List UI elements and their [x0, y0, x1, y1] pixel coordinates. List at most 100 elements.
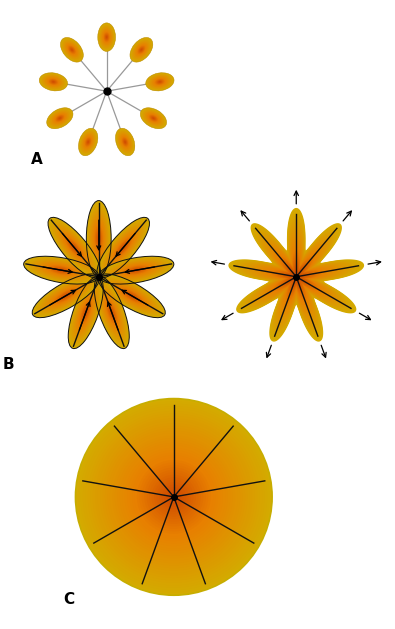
Ellipse shape	[124, 141, 126, 143]
Ellipse shape	[94, 277, 129, 348]
Ellipse shape	[156, 79, 164, 84]
Ellipse shape	[71, 243, 78, 252]
Ellipse shape	[98, 237, 99, 240]
Ellipse shape	[52, 112, 68, 125]
Ellipse shape	[101, 276, 162, 316]
Ellipse shape	[131, 39, 152, 61]
Ellipse shape	[42, 75, 65, 89]
Ellipse shape	[126, 292, 138, 300]
Ellipse shape	[56, 115, 64, 121]
Ellipse shape	[69, 278, 102, 347]
Ellipse shape	[87, 141, 89, 143]
Ellipse shape	[111, 234, 135, 261]
Ellipse shape	[64, 235, 85, 260]
Ellipse shape	[98, 24, 115, 51]
Ellipse shape	[83, 308, 88, 318]
Ellipse shape	[79, 129, 97, 155]
Ellipse shape	[46, 77, 61, 87]
Ellipse shape	[91, 214, 107, 263]
Ellipse shape	[171, 494, 176, 499]
Ellipse shape	[150, 116, 157, 121]
Ellipse shape	[44, 264, 78, 277]
Ellipse shape	[109, 306, 115, 319]
Ellipse shape	[130, 295, 133, 297]
Ellipse shape	[107, 228, 140, 267]
Ellipse shape	[60, 38, 83, 62]
Ellipse shape	[111, 311, 113, 314]
Ellipse shape	[119, 134, 131, 150]
Ellipse shape	[132, 40, 151, 60]
Ellipse shape	[128, 267, 145, 274]
Ellipse shape	[66, 43, 77, 56]
Ellipse shape	[150, 75, 170, 88]
Ellipse shape	[154, 78, 166, 86]
Ellipse shape	[125, 448, 223, 546]
Ellipse shape	[50, 110, 70, 126]
Ellipse shape	[72, 245, 77, 250]
Ellipse shape	[162, 484, 186, 509]
Ellipse shape	[95, 228, 102, 249]
Ellipse shape	[105, 227, 141, 268]
Ellipse shape	[83, 306, 89, 319]
Ellipse shape	[41, 74, 66, 89]
Polygon shape	[231, 211, 361, 339]
Ellipse shape	[53, 267, 70, 274]
Ellipse shape	[92, 220, 105, 258]
Ellipse shape	[110, 233, 136, 263]
Ellipse shape	[62, 40, 82, 60]
Ellipse shape	[88, 411, 260, 583]
Ellipse shape	[53, 223, 96, 272]
Ellipse shape	[70, 47, 74, 52]
Ellipse shape	[137, 45, 145, 54]
Ellipse shape	[117, 440, 230, 554]
Polygon shape	[262, 242, 331, 309]
Ellipse shape	[149, 472, 198, 521]
Ellipse shape	[76, 293, 95, 332]
Ellipse shape	[100, 288, 124, 337]
Ellipse shape	[99, 256, 174, 284]
Ellipse shape	[47, 78, 60, 86]
Ellipse shape	[60, 231, 88, 264]
Polygon shape	[237, 216, 356, 333]
Ellipse shape	[102, 30, 111, 44]
Ellipse shape	[56, 268, 66, 272]
Ellipse shape	[71, 283, 100, 342]
Ellipse shape	[55, 289, 77, 303]
Ellipse shape	[132, 455, 216, 538]
Ellipse shape	[112, 261, 160, 279]
Ellipse shape	[152, 116, 155, 120]
Ellipse shape	[79, 130, 97, 154]
Ellipse shape	[83, 406, 265, 588]
Ellipse shape	[100, 423, 248, 571]
Ellipse shape	[106, 301, 117, 324]
Ellipse shape	[104, 278, 159, 314]
Ellipse shape	[145, 111, 162, 125]
Polygon shape	[256, 236, 337, 315]
Ellipse shape	[40, 279, 92, 313]
Ellipse shape	[108, 230, 139, 265]
Ellipse shape	[41, 74, 66, 90]
Ellipse shape	[159, 482, 188, 511]
Ellipse shape	[99, 25, 114, 49]
Ellipse shape	[34, 275, 98, 316]
Polygon shape	[239, 218, 354, 331]
Ellipse shape	[71, 48, 73, 51]
Ellipse shape	[153, 118, 154, 119]
Ellipse shape	[30, 259, 92, 282]
Ellipse shape	[58, 116, 62, 120]
Ellipse shape	[117, 241, 129, 255]
Polygon shape	[241, 220, 352, 330]
Ellipse shape	[85, 408, 262, 586]
Ellipse shape	[102, 257, 170, 283]
Ellipse shape	[49, 265, 73, 275]
Ellipse shape	[84, 309, 87, 316]
Ellipse shape	[142, 109, 165, 128]
Ellipse shape	[103, 277, 161, 314]
Ellipse shape	[103, 426, 245, 568]
Ellipse shape	[134, 42, 149, 58]
Ellipse shape	[100, 26, 114, 48]
Ellipse shape	[109, 260, 164, 281]
Ellipse shape	[65, 42, 79, 57]
Ellipse shape	[70, 242, 79, 253]
Ellipse shape	[115, 128, 135, 156]
